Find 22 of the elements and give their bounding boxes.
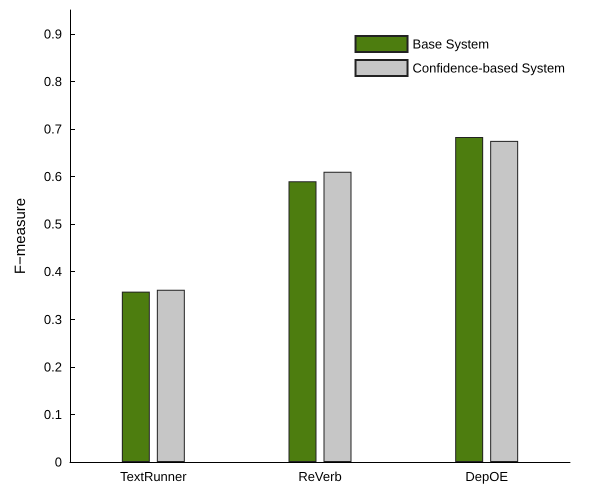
- y-tick-label: 0.4: [44, 264, 62, 280]
- bar: [455, 137, 484, 462]
- y-tick-label: 0: [54, 454, 62, 470]
- y-tick-label: 0.8: [44, 74, 62, 89]
- y-tick-label: 0.2: [44, 359, 62, 374]
- bar: [122, 292, 150, 462]
- y-tick-label: 0.9: [44, 26, 62, 42]
- bar: [324, 172, 352, 462]
- bar: [490, 140, 518, 462]
- y-tick-label: 0.1: [44, 406, 62, 422]
- y-tick-label: 0.7: [44, 121, 62, 136]
- y-tick-label: 0.5: [44, 216, 62, 232]
- bar: [288, 181, 316, 462]
- x-tick-label: DepOE: [465, 469, 508, 484]
- legend-label: Confidence-based System: [412, 60, 566, 76]
- y-axis-title: F−measure: [12, 198, 29, 274]
- x-tick-label: TextRunner: [120, 469, 188, 484]
- x-tick-label: ReVerb: [298, 469, 342, 484]
- y-tick-label: 0.3: [44, 312, 62, 327]
- bar: [156, 290, 185, 462]
- legend-label: Base System: [412, 36, 490, 52]
- y-tick-label: 0.6: [44, 169, 62, 184]
